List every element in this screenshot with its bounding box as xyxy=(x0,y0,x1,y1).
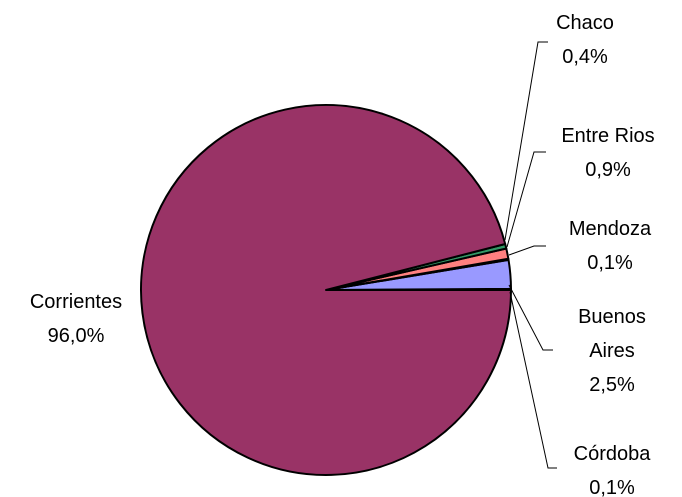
leader-line-buenos-aires xyxy=(508,284,553,351)
data-label-mendoza: Mendoza 0,1% xyxy=(569,218,652,274)
data-label-corrientes: Corrientes 96,0% xyxy=(30,291,122,347)
data-label-cordoba: Córdoba 0,1% xyxy=(574,443,652,497)
data-label-chaco: Chaco 0,4% xyxy=(556,12,614,68)
leader-line-cordoba xyxy=(509,291,557,469)
leader-lines xyxy=(504,41,557,469)
data-label-entre-rios: Entre Rios 0,9% xyxy=(561,125,654,181)
pie-slices xyxy=(140,104,513,476)
slice-corrientes xyxy=(140,104,512,476)
leader-line-chaco xyxy=(504,41,548,241)
leader-line-mendoza xyxy=(508,245,546,256)
data-label-buenos-aires: Buenos Aires 2,5% xyxy=(578,306,646,396)
leader-line-entre-rios xyxy=(506,151,546,248)
slice-labels: Corrientes 96,0% Chaco 0,4% Entre Rios 0,9% Me… xyxy=(30,12,655,497)
